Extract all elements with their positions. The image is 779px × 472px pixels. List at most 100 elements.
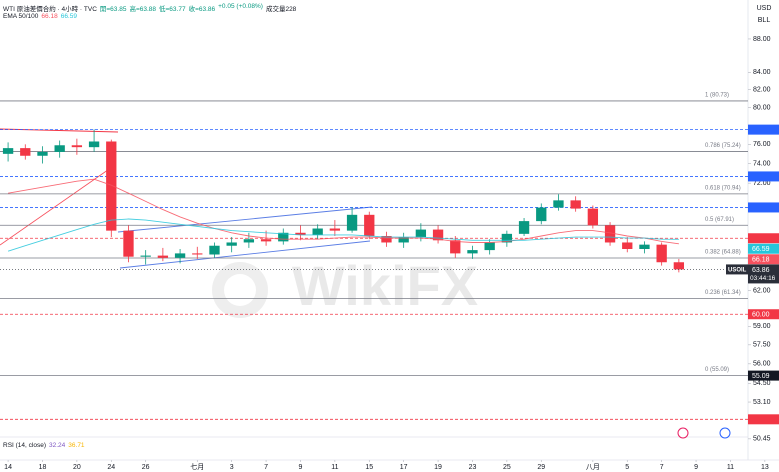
- price-tag-label: 66.59: [752, 246, 770, 253]
- ema-line: [7, 218, 679, 252]
- candle-body: [432, 229, 444, 241]
- x-tick-label: 23: [469, 464, 477, 471]
- candle-body: [346, 214, 358, 231]
- price-tag: [748, 233, 779, 244]
- rsi-value: 32.24: [49, 442, 66, 449]
- price-tag: [748, 202, 779, 213]
- candle-body: [123, 230, 134, 257]
- symbol-label: USOIL: [728, 267, 747, 273]
- x-tick-label: 20: [73, 464, 81, 471]
- candle-body: [656, 244, 667, 263]
- candle-body: [639, 244, 650, 250]
- price-tag: [748, 309, 779, 320]
- candle-body: [518, 221, 530, 234]
- candle-body: [553, 200, 564, 208]
- rsi-ma-value: 36.71: [68, 442, 85, 449]
- candle-body: [381, 235, 392, 243]
- x-tick-label: 19: [434, 464, 442, 471]
- candle-body: [209, 245, 220, 255]
- x-tick-label: 9: [694, 464, 698, 471]
- rsi-label: RSI (14, close): [3, 442, 46, 449]
- x-tick-label: 9: [299, 464, 303, 471]
- trend-line: [0, 164, 116, 246]
- current-price-tag: [748, 264, 779, 284]
- candle-body: [364, 214, 375, 236]
- volume: 成交量228: [265, 6, 297, 13]
- price-tag-label: 66.18: [752, 257, 770, 264]
- y-tick-label: 84.00: [753, 69, 771, 76]
- x-tick-label: 13: [761, 464, 769, 471]
- candle-body: [467, 250, 478, 254]
- x-tick-label: 5: [625, 464, 629, 471]
- x-tick-label: 八月: [586, 463, 600, 471]
- ema100-value: 66.59: [60, 13, 77, 20]
- candle-body: [673, 262, 685, 270]
- watermark-logo: [212, 262, 268, 318]
- x-tick-label: 25: [503, 464, 511, 471]
- channel-upper: [117, 206, 373, 233]
- x-tick-label: 29: [537, 464, 545, 471]
- ohlc-high: 高=63.88: [129, 6, 157, 13]
- x-tick-label: 七月: [190, 462, 204, 471]
- candle-body: [295, 232, 306, 235]
- y-tick-label: 88.00: [753, 36, 771, 43]
- ohlc-open: 開=63.85: [99, 6, 127, 13]
- candle-body: [415, 229, 427, 238]
- fib-label: 0.618 (70.94): [705, 185, 741, 191]
- event-icons: [677, 427, 731, 439]
- x-tick-label: 26: [142, 464, 150, 471]
- candle-body: [243, 239, 255, 243]
- symbol-title: WTI 原油差價合約 · 4小時 · TVC: [3, 6, 97, 13]
- fib-label: 0.5 (67.91): [705, 217, 734, 223]
- currency: USD: [757, 5, 772, 12]
- channel-lower: [119, 240, 371, 269]
- header: WTI 原油差價合約 · 4小時 · TVC 開=63.85 高=63.88 低…: [3, 3, 296, 13]
- candle-body: [37, 151, 48, 156]
- candle-body: [106, 141, 117, 231]
- fib-label: 0.382 (64.88): [705, 250, 741, 256]
- y-tick-label: 59.00: [753, 323, 771, 330]
- watermark: WikiFX: [292, 254, 478, 317]
- candle-body: [157, 255, 169, 258]
- fib-label: 0 (55.09): [705, 367, 729, 373]
- candle-body: [278, 232, 289, 242]
- candle-body: [450, 240, 461, 254]
- y-tick-label: 62.00: [753, 288, 771, 295]
- y-tick-label: 54.50: [753, 380, 771, 387]
- candle-body: [140, 255, 151, 257]
- candle-body: [260, 239, 272, 242]
- y-tick-label: 53.10: [753, 399, 771, 406]
- price-tag: [748, 243, 779, 254]
- countdown: 03:44:16: [750, 275, 776, 282]
- candle-body: [312, 228, 323, 235]
- ohlc-close: 收=63.86: [188, 6, 216, 13]
- y-tick-label: 82.00: [753, 87, 771, 94]
- candle-body: [2, 148, 14, 154]
- candle-body: [192, 253, 203, 255]
- x-tick-label: 18: [39, 464, 47, 471]
- candle-body: [604, 225, 616, 243]
- y-tick-label: 80.00: [753, 104, 771, 111]
- candle-body: [622, 242, 633, 250]
- rsi-legend: RSI (14, close) 32.24 36.71: [3, 442, 85, 449]
- current-price-label: 63.86: [752, 267, 770, 274]
- candle-body: [398, 237, 409, 243]
- trend-line: [0, 128, 119, 133]
- price-tag: [748, 124, 779, 135]
- candle-body: [88, 141, 100, 148]
- fib-label: 0.786 (75.24): [705, 143, 741, 149]
- price-tag-label: 60.00: [752, 312, 770, 319]
- drawings: [0, 128, 373, 269]
- indicator-legend: EMA 50/100 66.18 66.59: [3, 13, 77, 20]
- y-tick-label: 76.00: [753, 141, 771, 148]
- candle-body: [329, 228, 341, 231]
- indicator-label: EMA 50/100: [3, 13, 39, 20]
- candle-body: [71, 145, 83, 148]
- candle-body: [54, 145, 65, 152]
- candle-body: [570, 200, 581, 209]
- y-tick-label: 56.00: [753, 361, 771, 368]
- y-tick-label: 57.50: [753, 342, 771, 349]
- candle-body: [587, 208, 599, 226]
